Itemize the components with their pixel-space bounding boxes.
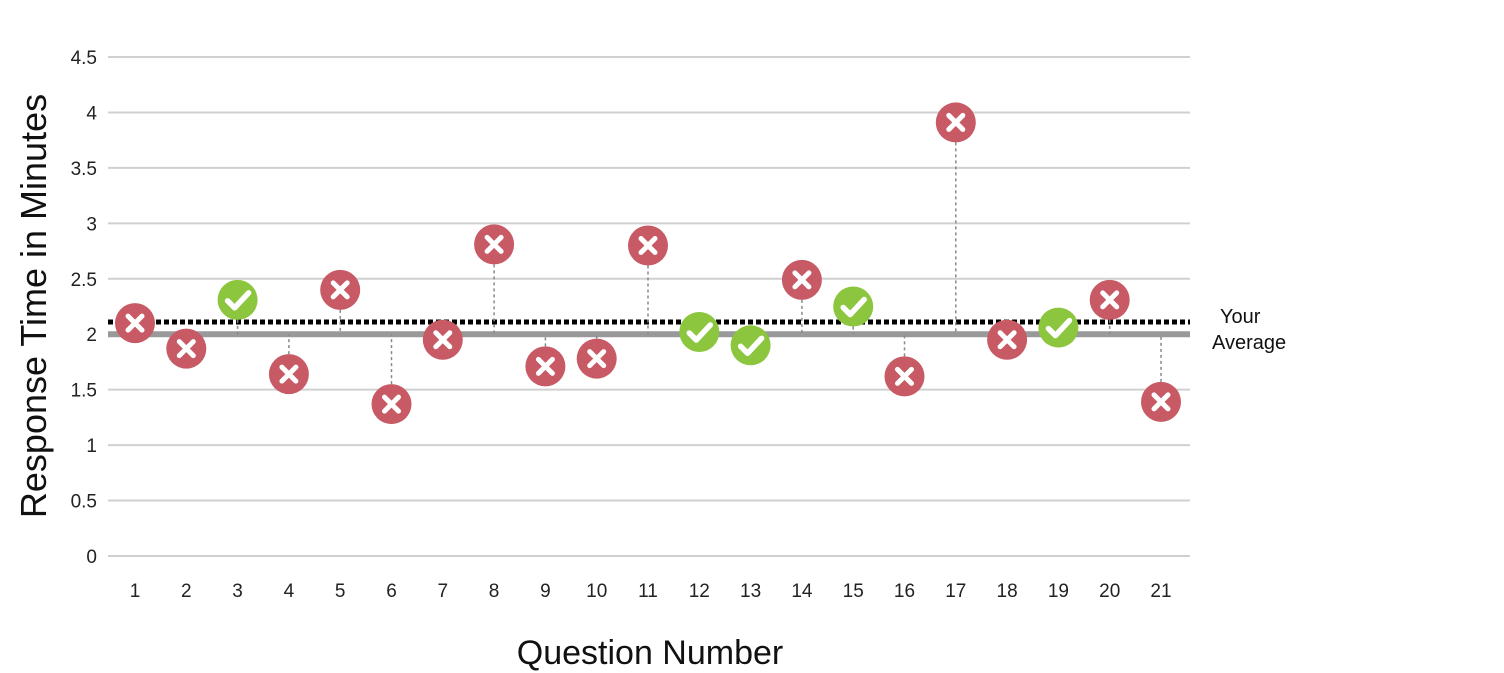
y-tick-label: 1.5 (71, 381, 97, 402)
marker-connectors (236, 142, 1162, 385)
marker-circle (1038, 307, 1079, 348)
x-glyph (792, 270, 812, 290)
x-glyph (1151, 392, 1171, 412)
x-circle-icon (115, 303, 155, 344)
x-glyph (638, 236, 658, 256)
x-tick-label: 15 (843, 581, 864, 602)
y-axis-title: Response Time in Minutes (13, 93, 54, 519)
data-markers (115, 102, 1181, 425)
x-tick-label: 2 (181, 581, 192, 602)
x-circle-icon (576, 338, 617, 379)
average-line-legend: Your Average (1212, 304, 1286, 356)
x-tick-label: 3 (232, 581, 243, 602)
x-circle-icon (1089, 279, 1130, 320)
x-circle-icon (268, 354, 309, 395)
y-tick-label: 3.5 (71, 159, 97, 180)
x-glyph (997, 330, 1017, 350)
x-circle-icon (628, 225, 668, 266)
x-glyph (1100, 290, 1120, 310)
check-glyph (224, 290, 252, 311)
x-tick-label: 4 (284, 581, 295, 602)
x-circle-icon (935, 102, 976, 143)
x-tick-label: 8 (489, 581, 500, 602)
x-tick-label: 18 (997, 581, 1018, 602)
x-tick-label: 1 (130, 581, 141, 602)
x-glyph (279, 364, 299, 384)
y-axis-ticks: 0 0.5 1 1.5 2 2.5 3 3.5 4 4.5 (71, 48, 98, 568)
check-circle-icon (1038, 307, 1079, 348)
x-tick-label: 12 (689, 581, 710, 602)
x-glyph (125, 313, 145, 333)
y-tick-label: 4 (86, 103, 97, 124)
x-circle-icon (1141, 381, 1181, 422)
x-tick-label: 19 (1048, 581, 1069, 602)
x-tick-label: 17 (945, 581, 966, 602)
check-glyph (1045, 317, 1073, 339)
x-tick-label: 16 (894, 581, 915, 602)
x-glyph (535, 356, 555, 376)
x-circle-icon (371, 384, 412, 425)
x-circle-icon (525, 346, 566, 387)
x-glyph (382, 394, 401, 414)
y-tick-label: 2 (86, 325, 97, 346)
x-tick-label: 14 (791, 581, 813, 602)
x-tick-label: 20 (1099, 581, 1120, 602)
check-circle-icon (730, 325, 771, 366)
x-glyph (176, 339, 196, 359)
check-circle-icon (833, 286, 874, 327)
y-tick-label: 1 (86, 436, 97, 457)
x-circle-icon (987, 319, 1028, 360)
x-tick-label: 13 (740, 581, 761, 602)
marker-circle (730, 325, 771, 366)
x-tick-label: 11 (638, 581, 658, 602)
x-circle-icon (422, 319, 463, 360)
x-axis-ticks: 1 2 3 4 5 6 7 8 9 10 11 12 13 14 15 16 17 18 19 20 21 (130, 581, 1172, 602)
x-glyph (330, 280, 350, 300)
x-tick-label: 7 (438, 581, 449, 602)
x-glyph (484, 234, 504, 254)
check-circle-icon (217, 279, 258, 320)
x-circle-icon (474, 224, 515, 265)
x-circle-icon (781, 259, 822, 300)
x-axis-title: Question Number (516, 634, 784, 672)
marker-circle (679, 312, 720, 353)
x-tick-label: 10 (586, 581, 607, 602)
marker-circle (833, 286, 874, 327)
x-glyph (433, 330, 453, 350)
x-glyph (946, 112, 966, 132)
check-glyph (686, 322, 714, 343)
y-tick-label: 0 (86, 547, 97, 568)
y-tick-label: 0.5 (71, 492, 97, 513)
x-glyph (895, 366, 914, 386)
check-glyph (840, 296, 867, 318)
check-circle-icon (679, 312, 720, 353)
response-time-chart: 0 0.5 1 1.5 2 2.5 3 3.5 4 4.5 1 2 3 4 5 6 7 8 9 10 11 12 13 14… (13, 48, 1286, 672)
legend-label-line1: Your (1220, 306, 1261, 328)
x-circle-icon (884, 356, 925, 397)
check-glyph (737, 335, 765, 357)
x-glyph (587, 349, 607, 369)
gridlines (108, 56, 1190, 557)
reference-lines (108, 319, 1190, 338)
y-tick-label: 4.5 (71, 48, 97, 69)
y-tick-label: 2.5 (71, 270, 97, 291)
x-tick-label: 9 (540, 581, 551, 602)
x-tick-label: 21 (1150, 581, 1171, 602)
y-tick-label: 3 (86, 214, 97, 235)
chart-plot-area: 00.511.522.533.544.5 1 2 3 4 5 6 7 8 9 10 11 12 13 14… (71, 48, 1190, 602)
x-tick-label: 5 (335, 581, 346, 602)
marker-circle (217, 279, 258, 320)
x-circle-icon (166, 328, 207, 369)
legend-label-line2: Average (1212, 332, 1287, 354)
x-circle-icon (320, 269, 361, 310)
x-tick-label: 6 (386, 581, 397, 602)
